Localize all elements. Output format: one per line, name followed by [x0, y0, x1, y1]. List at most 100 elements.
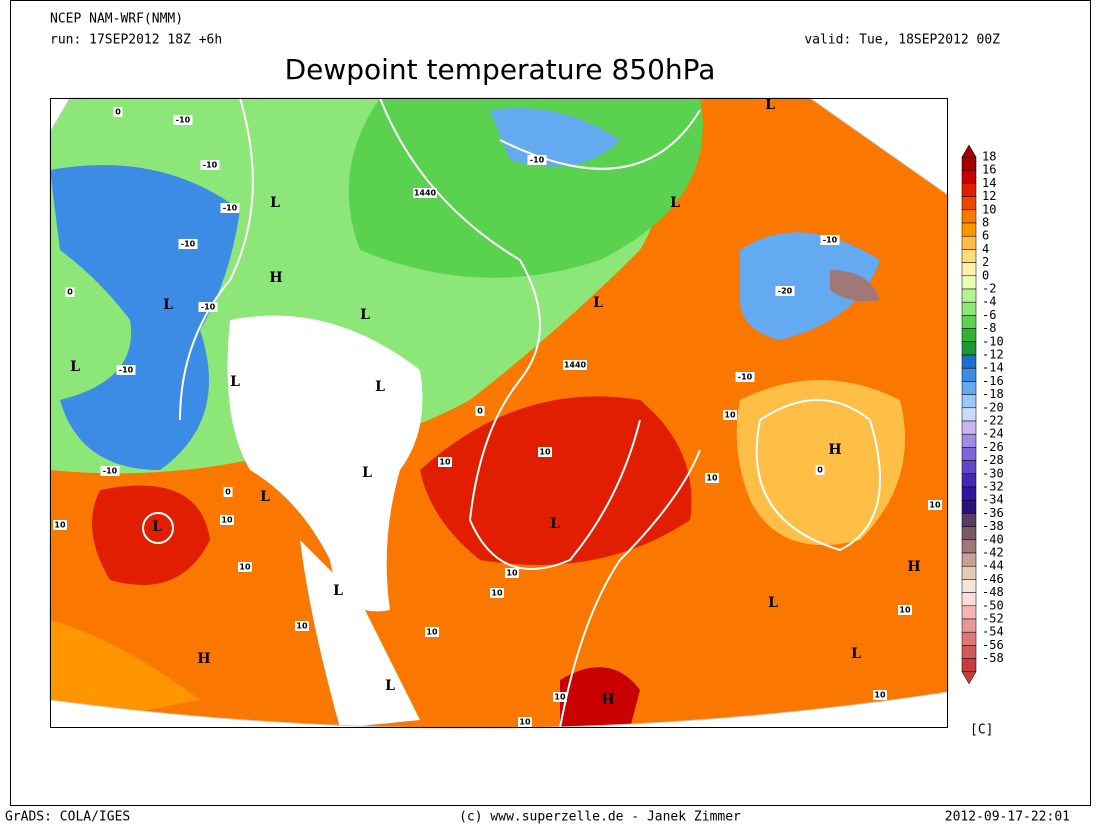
- contour-label-bg: [553, 692, 567, 702]
- colorbar-label: -46: [982, 572, 1004, 586]
- contour-label: 10: [438, 457, 452, 467]
- contour-label-bg: [173, 115, 193, 125]
- contour-label-bg: [723, 410, 737, 420]
- contour-label-bg: [116, 365, 136, 375]
- contour-label: 0: [65, 287, 75, 297]
- contour-label: 10: [705, 473, 719, 483]
- contour-label: 1440: [413, 188, 437, 198]
- contour-label: -10: [178, 239, 198, 249]
- contour-label-bg: [220, 203, 240, 213]
- contour-label-text: 10: [519, 718, 531, 727]
- contour-label-bg: [100, 466, 120, 476]
- contour-label-text: -10: [823, 236, 838, 245]
- colorbar-label: -6: [982, 308, 996, 322]
- colorbar-box: [961, 552, 977, 567]
- contour-label-text: 10: [439, 458, 451, 467]
- contour-label: 10: [53, 520, 67, 530]
- contour-label-bg: [898, 605, 912, 615]
- footer-left: GrADS: COLA/IGES: [5, 810, 130, 825]
- colorbar-label: 4: [982, 242, 989, 256]
- colorbar-box: [961, 341, 977, 356]
- height-contours: [142, 97, 881, 729]
- contour-label-bg: [505, 568, 519, 578]
- contour-label-bg: [113, 107, 123, 117]
- title: Dewpoint temperature 850hPa: [285, 53, 716, 86]
- colorbar-box: [961, 592, 977, 607]
- contour-label-bg: [238, 562, 252, 572]
- colorbar-label: -14: [982, 361, 1004, 375]
- contour-label-bg: [820, 235, 840, 245]
- pressure-center: H: [269, 270, 282, 286]
- contour-label-text: -20: [778, 287, 793, 296]
- colorbar-label: 16: [982, 163, 996, 177]
- colorbar-label: 18: [982, 150, 996, 164]
- colorbar-box: [961, 645, 977, 659]
- colorbar-box: [961, 262, 977, 277]
- colorbar-label: -16: [982, 374, 1004, 388]
- colorbar-label: -24: [982, 427, 1004, 441]
- colorbar-label: -44: [982, 559, 1004, 573]
- colorbar-label: -40: [982, 532, 1004, 546]
- contour-label-text: 1440: [564, 361, 587, 370]
- contour-label-text: -10: [119, 366, 134, 375]
- contour-label-text: 0: [115, 108, 121, 117]
- contour-label: 0: [815, 465, 825, 475]
- contour-label-text: -10: [738, 373, 753, 382]
- colorbar-box: [961, 235, 977, 250]
- contour-label: -10: [173, 115, 193, 125]
- colorbar-label: -50: [982, 598, 1004, 612]
- contour-label-text: -10: [203, 161, 218, 170]
- colorbar-box: [961, 605, 977, 620]
- colorbar-label: -42: [982, 546, 1004, 560]
- colorbar-label: -52: [982, 612, 1004, 626]
- contour-label: -10: [100, 466, 120, 476]
- pressure-center: L: [333, 583, 343, 599]
- pressure-center: L: [593, 295, 603, 311]
- colorbar-box: [961, 420, 977, 435]
- colorbar-box: [961, 381, 977, 395]
- pressure-center: L: [851, 646, 861, 662]
- contour-label-text: 10: [426, 628, 438, 637]
- colorbar-label: 0: [982, 268, 989, 282]
- contour-label-text: 10: [221, 516, 233, 525]
- contour-label-text: 0: [67, 288, 73, 297]
- contour-label: -20: [775, 286, 795, 296]
- colorbar-label: -4: [982, 295, 996, 309]
- contour-label-bg: [705, 473, 719, 483]
- contour-label-text: 0: [817, 466, 823, 475]
- contour-label-text: 10: [706, 474, 718, 483]
- colorbar-label: -20: [982, 400, 1004, 414]
- contour-label-text: 0: [477, 407, 483, 416]
- pressure-center: L: [230, 374, 240, 390]
- colorbar-box: [961, 328, 977, 343]
- pressure-center: H: [601, 692, 614, 708]
- colorbar-label: -54: [982, 625, 1004, 639]
- map-border: [50, 98, 948, 728]
- contour-label: 10: [295, 621, 309, 631]
- contour-label: 10: [505, 568, 519, 578]
- colorbar-box: [961, 486, 977, 501]
- pressure-center: L: [550, 516, 560, 532]
- colorbar-label: -36: [982, 506, 1004, 520]
- colorbar-label: 12: [982, 189, 996, 203]
- contour-label-text: 10: [239, 563, 251, 572]
- colorbar-box: [961, 249, 977, 263]
- contour-label: 10: [723, 410, 737, 420]
- colorbar-box: [961, 209, 977, 224]
- contour-label-bg: [735, 372, 755, 382]
- contour-label-bg: [198, 302, 218, 312]
- colorbar-box: [961, 526, 977, 541]
- contour-label-bg: [873, 690, 887, 700]
- colorbar-box: [961, 513, 977, 527]
- contour-label-bg: [527, 155, 547, 165]
- colorbar-label: -22: [982, 414, 1004, 428]
- contour-label: -10: [820, 235, 840, 245]
- pressure-center: L: [385, 678, 395, 694]
- contour-label-bg: [538, 447, 552, 457]
- contour-label-text: 10: [539, 448, 551, 457]
- colorbar-box: [961, 579, 977, 593]
- colorbar-box: [961, 222, 977, 237]
- colorbar-box: [961, 354, 977, 369]
- pressure-center: H: [907, 559, 920, 575]
- contour-label-text: 10: [554, 693, 566, 702]
